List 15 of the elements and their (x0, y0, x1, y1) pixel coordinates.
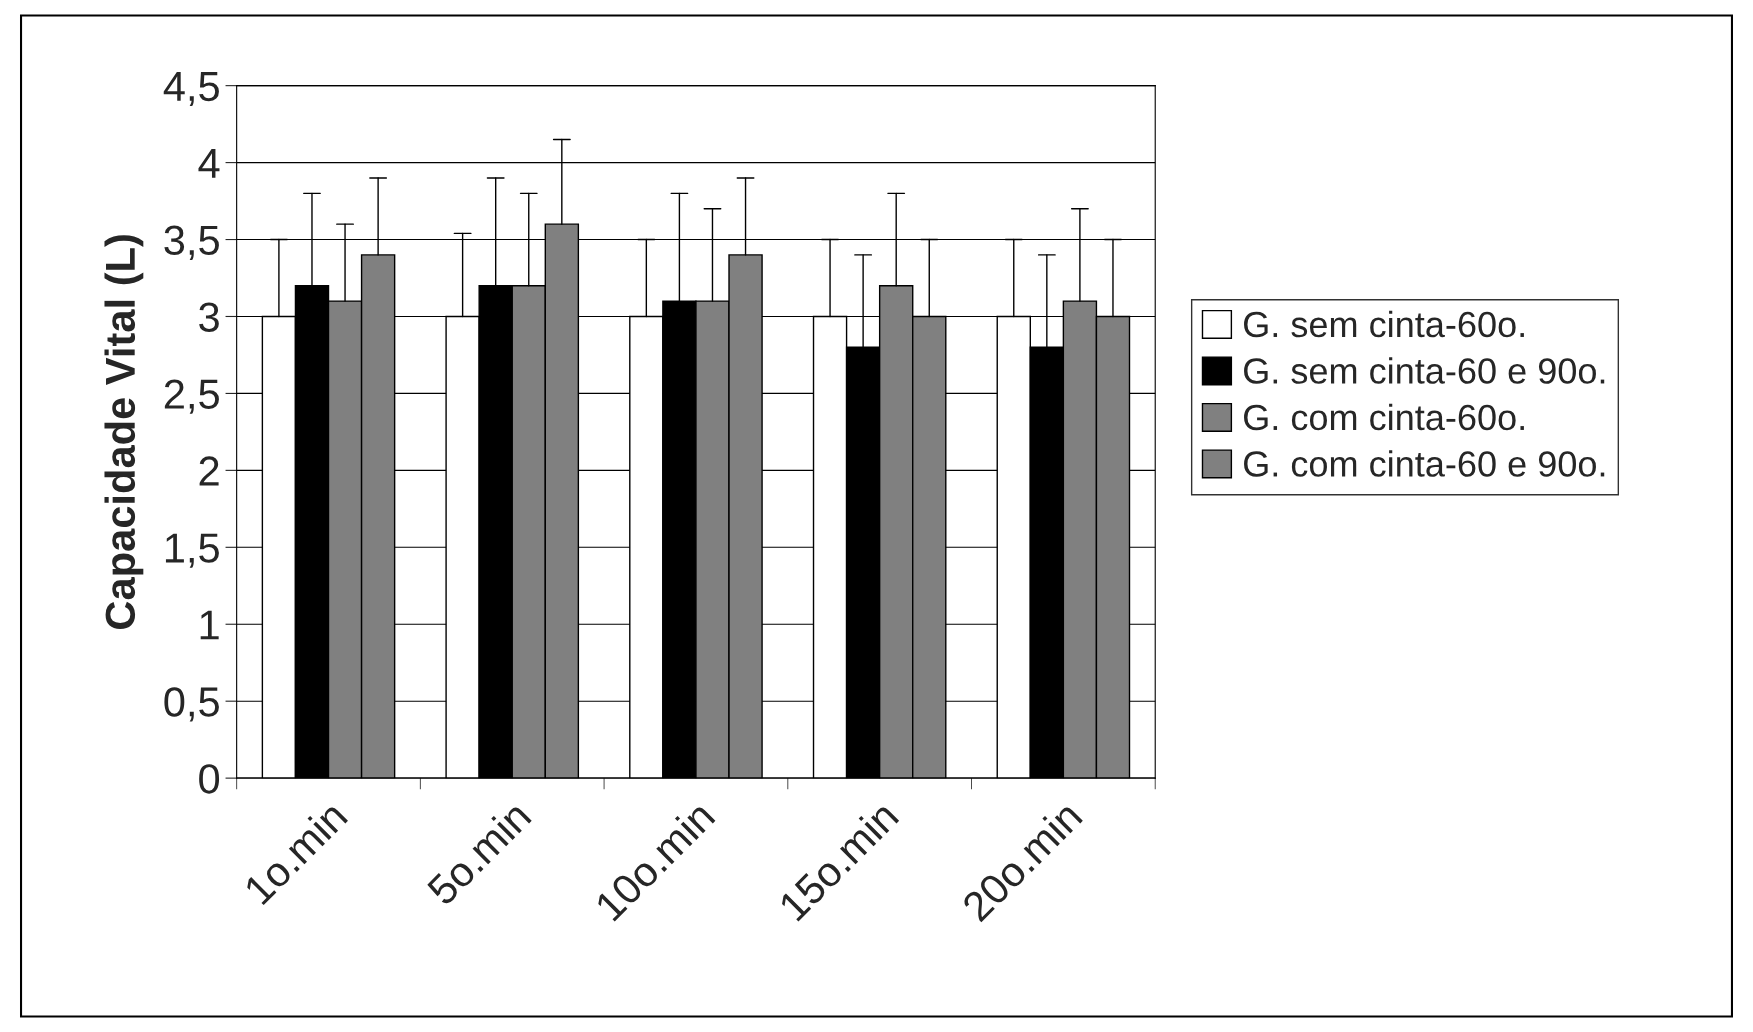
legend-label: G. com cinta-60o. (1244, 403, 1524, 431)
y-axis-title: Capacidade Vital (L) (104, 235, 144, 629)
y-tick-label: 2,5 (164, 379, 219, 414)
y-tick-label: 3,5 (164, 225, 219, 260)
y-tick-label: 4 (198, 149, 220, 178)
legend-label: G. sem cinta-60o. (1244, 310, 1524, 338)
legend-label: G. com cinta-60 e 90o. (1244, 450, 1605, 477)
y-tick-label: 1,5 (165, 533, 219, 568)
y-tick-label: 1 (200, 610, 219, 640)
y-tick-label: 0 (199, 764, 220, 794)
y-tick-label: 2 (199, 456, 219, 486)
legend-label: G. sem cinta-60 e 90o. (1244, 357, 1605, 384)
y-tick-label: 3 (199, 302, 219, 332)
y-tick-label: 0,5 (164, 687, 219, 722)
y-tick-label: 4,5 (163, 72, 219, 107)
